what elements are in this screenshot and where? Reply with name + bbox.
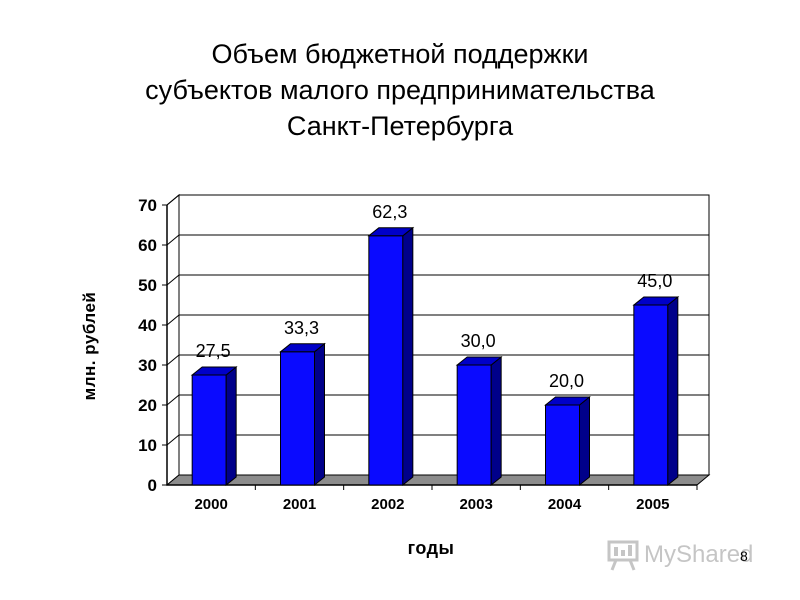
bar xyxy=(633,304,669,486)
bar-side xyxy=(579,395,590,487)
gridline xyxy=(166,274,709,286)
bar xyxy=(191,374,227,486)
bar-top xyxy=(632,296,680,306)
plot-side-wall xyxy=(166,193,180,487)
bar xyxy=(545,404,580,486)
bar-value-label: 33,3 xyxy=(284,318,319,338)
y-tick-label: 60 xyxy=(138,236,157,255)
chart-title: Объем бюджетной поддержки субъектов мало… xyxy=(0,36,800,144)
bar-side xyxy=(490,355,502,487)
bar xyxy=(456,364,492,486)
y-tick-label: 40 xyxy=(138,316,157,335)
page-number: 8 xyxy=(740,548,748,564)
x-tick-label: 2004 xyxy=(548,496,582,513)
gridline xyxy=(166,194,709,206)
bar-side xyxy=(225,365,237,487)
bar-value-label: 45,0 xyxy=(637,271,672,291)
x-tick-label: 2005 xyxy=(636,496,669,513)
y-axis-label: млн. рублей xyxy=(80,291,99,401)
bar-top xyxy=(455,356,503,366)
bar-side xyxy=(314,342,325,487)
bar-top xyxy=(544,396,591,406)
bar xyxy=(280,351,315,486)
title-line-1: Объем бюджетной поддержки xyxy=(211,39,589,69)
y-tick-label: 50 xyxy=(138,276,157,295)
y-tick-label: 70 xyxy=(138,196,157,215)
x-tick-label: 2000 xyxy=(194,496,227,513)
y-tick-label: 20 xyxy=(138,396,157,415)
bar-value-label: 27,5 xyxy=(196,341,231,361)
title-line-3: Санкт-Петербурга xyxy=(286,111,514,141)
presentation-board-icon xyxy=(607,540,639,571)
gridline xyxy=(166,394,709,406)
plot-back-wall xyxy=(178,194,710,476)
bar-top xyxy=(279,343,326,353)
bar-value-label: 20,0 xyxy=(549,371,584,391)
plot-floor xyxy=(165,474,711,486)
bar-side xyxy=(667,295,679,487)
gridline xyxy=(166,434,709,446)
bar-value-label: 62,3 xyxy=(372,202,407,222)
bar-side xyxy=(402,226,414,487)
gridline xyxy=(166,234,709,246)
gridline xyxy=(166,354,709,366)
y-tick-label: 30 xyxy=(138,356,157,375)
y-tick-label: 0 xyxy=(148,476,157,495)
bar-value-label: 30,0 xyxy=(461,331,496,351)
bar-top xyxy=(367,227,415,237)
bar xyxy=(368,235,404,486)
title-line-2: субъектов малого предпринимательства xyxy=(145,75,655,105)
bar-top xyxy=(190,366,238,376)
watermark-text: MyShared xyxy=(644,541,754,568)
x-tick-label: 2001 xyxy=(283,496,316,513)
x-tick-label: 2003 xyxy=(459,496,492,513)
x-tick-label: 2002 xyxy=(371,496,404,513)
x-axis-label: годы xyxy=(407,538,455,558)
gridline xyxy=(166,314,709,326)
watermark: MyShared xyxy=(606,537,753,573)
y-tick-label: 10 xyxy=(138,436,157,455)
